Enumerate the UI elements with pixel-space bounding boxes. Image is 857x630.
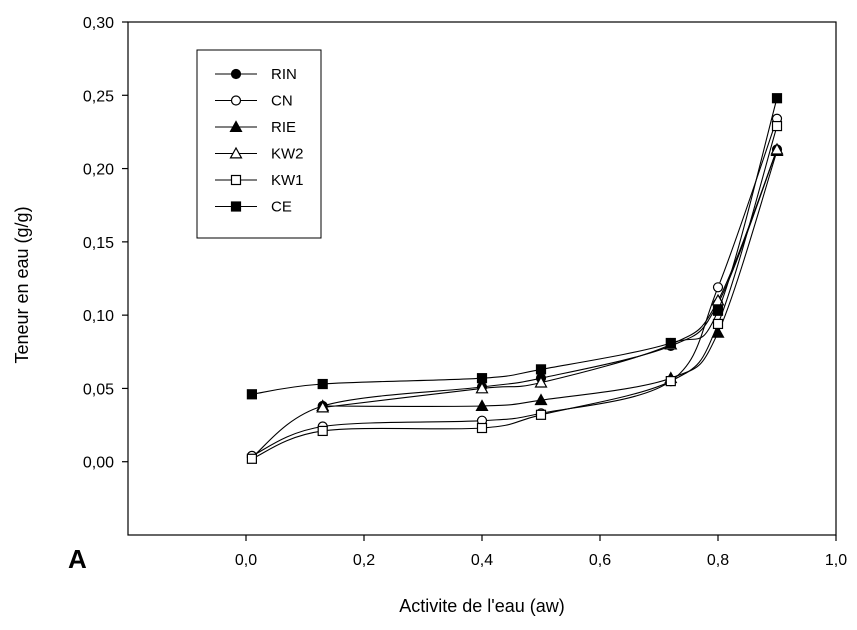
data-point-kw2 bbox=[770, 142, 784, 155]
data-point-ce bbox=[712, 305, 724, 316]
data-point-ce bbox=[246, 389, 257, 400]
legend-label-kw2: KW2 bbox=[271, 146, 304, 163]
panel-label: A bbox=[68, 544, 87, 574]
x-tick-label: 0,8 bbox=[707, 552, 729, 569]
legend-item-ce: CE bbox=[215, 199, 292, 216]
y-tick-label: 0,30 bbox=[83, 15, 114, 32]
x-tick-label: 0,0 bbox=[235, 552, 257, 569]
data-point-kw1 bbox=[771, 120, 783, 132]
legend-item-cn: CN bbox=[215, 93, 293, 110]
data-point-kw1 bbox=[665, 376, 676, 387]
data-point-kw2 bbox=[475, 381, 489, 394]
series-rin bbox=[246, 144, 783, 463]
data-point-ce bbox=[665, 337, 676, 349]
legend: RIN CN RIE KW2 KW1 CE bbox=[196, 49, 322, 239]
y-tick-label: 0,25 bbox=[83, 88, 114, 105]
legend-marker-kw2 bbox=[229, 146, 243, 159]
series-line-cn bbox=[251, 118, 778, 457]
data-point-kw1 bbox=[712, 318, 724, 330]
legend-item-kw1: KW1 bbox=[215, 172, 304, 189]
x-tick-label: 0,4 bbox=[471, 552, 493, 569]
legend-marker-rin bbox=[230, 68, 242, 80]
series-rie bbox=[316, 144, 784, 412]
legend-marker-rie bbox=[229, 120, 243, 132]
series-line-rin bbox=[251, 149, 778, 458]
x-axis-title: Activite de l'eau (aw) bbox=[399, 596, 565, 616]
series-layer bbox=[246, 93, 784, 464]
legend-label-ce: CE bbox=[271, 199, 292, 216]
legend-item-rie: RIE bbox=[215, 119, 296, 136]
legend-label-rie: RIE bbox=[271, 119, 296, 136]
series-kw1 bbox=[246, 120, 783, 464]
x-tick-label: 0,6 bbox=[589, 552, 611, 569]
series-line-rie bbox=[322, 150, 778, 407]
legend-box bbox=[196, 49, 322, 239]
y-axis-title: Teneur en eau (g/g) bbox=[12, 206, 32, 363]
legend-label-rin: RIN bbox=[271, 66, 297, 83]
axis-layer: 0,0 0,2 0,4 0,6 0,8 1,0 0,00 0,05 0,10 0,15 0,20 0,… bbox=[83, 15, 847, 569]
data-point-ce bbox=[476, 373, 488, 384]
y-tick-label: 0,00 bbox=[83, 455, 114, 472]
legend-marker-kw1 bbox=[230, 174, 242, 186]
data-point-cn bbox=[712, 282, 724, 293]
series-kw2 bbox=[316, 142, 784, 413]
series-ce bbox=[246, 93, 783, 400]
data-point-kw2 bbox=[316, 400, 330, 413]
y-tick-label: 0,20 bbox=[83, 162, 114, 179]
y-tick-label: 0,10 bbox=[83, 308, 114, 325]
legend-item-rin: RIN bbox=[215, 66, 297, 83]
data-point-kw1 bbox=[535, 409, 547, 420]
legend-label-cn: CN bbox=[271, 93, 293, 110]
data-point-rie bbox=[711, 325, 725, 338]
data-point-ce bbox=[317, 378, 328, 390]
legend-item-kw2: KW2 bbox=[215, 146, 304, 163]
series-line-kw1 bbox=[251, 125, 778, 460]
legend-marker-ce bbox=[230, 201, 242, 212]
x-tick-label: 0,2 bbox=[353, 552, 375, 569]
data-point-kw1 bbox=[317, 425, 328, 437]
data-point-ce bbox=[771, 93, 783, 104]
series-line-ce bbox=[251, 98, 778, 395]
data-point-kw1 bbox=[476, 422, 488, 434]
data-point-ce bbox=[535, 364, 547, 375]
y-tick-label: 0,05 bbox=[83, 381, 114, 398]
data-point-kw1 bbox=[246, 453, 257, 464]
legend-label-kw1: KW1 bbox=[271, 172, 304, 189]
data-point-rie bbox=[475, 399, 489, 412]
data-point-kw2 bbox=[534, 375, 548, 388]
x-tick-label: 1,0 bbox=[825, 552, 847, 569]
data-point-rie bbox=[534, 393, 548, 406]
series-line-kw2 bbox=[322, 149, 778, 409]
y-tick-label: 0,15 bbox=[83, 235, 114, 252]
legend-marker-cn bbox=[230, 95, 242, 106]
